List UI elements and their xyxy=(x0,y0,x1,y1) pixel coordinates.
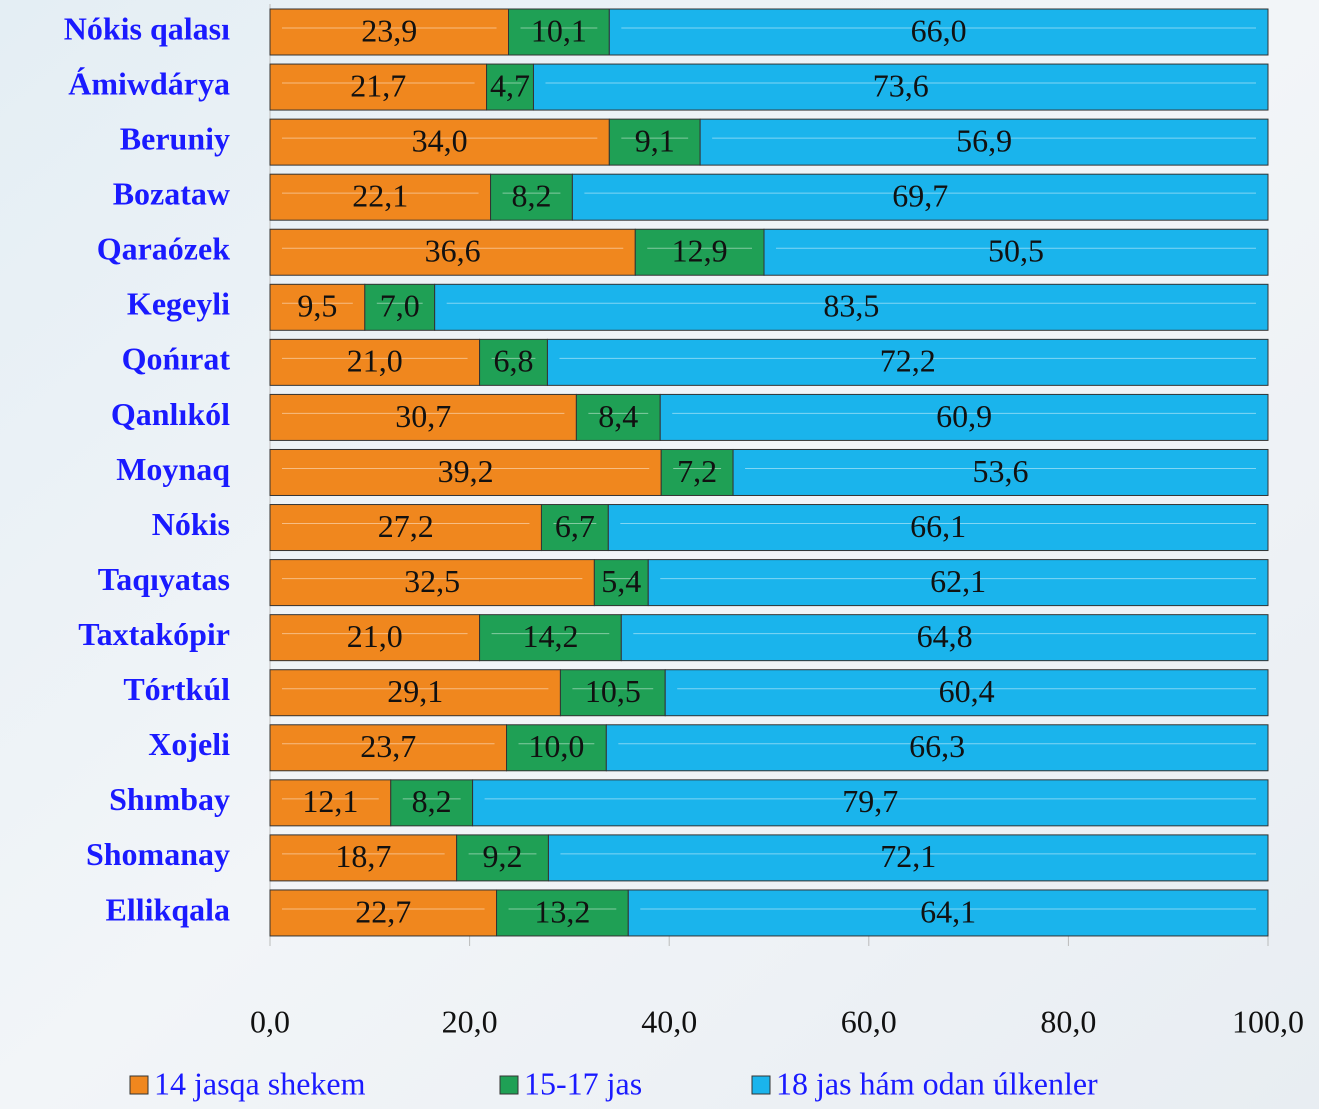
value-label: 9,2 xyxy=(483,838,523,874)
category-label: Xojeli xyxy=(148,726,230,762)
value-label: 21,7 xyxy=(350,67,406,103)
legend-label: 15-17 jas xyxy=(524,1065,642,1101)
category-label: Kegeyli xyxy=(127,286,230,322)
value-label: 21,0 xyxy=(347,343,403,379)
legend-swatch xyxy=(752,1076,770,1094)
value-label: 10,5 xyxy=(585,673,641,709)
value-label: 60,4 xyxy=(939,673,995,709)
value-label: 10,1 xyxy=(531,12,587,48)
value-label: 29,1 xyxy=(387,673,443,709)
value-label: 66,3 xyxy=(909,728,965,764)
x-tick-label: 20,0 xyxy=(442,1003,498,1039)
value-label: 7,0 xyxy=(380,288,420,324)
category-label: Taxtakópir xyxy=(78,616,230,652)
category-label: Qaraózek xyxy=(97,231,231,267)
value-label: 73,6 xyxy=(873,67,929,103)
category-label: Beruniy xyxy=(120,120,230,156)
category-label: Ámiwdárya xyxy=(68,65,230,101)
value-label: 32,5 xyxy=(404,563,460,599)
value-label: 22,7 xyxy=(355,893,411,929)
value-label: 36,6 xyxy=(425,233,481,269)
category-label: Nókis xyxy=(152,506,230,542)
value-label: 6,8 xyxy=(494,343,534,379)
value-label: 21,0 xyxy=(347,618,403,654)
background xyxy=(0,0,1319,1109)
legend-label: 18 jas hám odan úlkenler xyxy=(776,1065,1098,1101)
value-label: 64,8 xyxy=(917,618,973,654)
value-label: 56,9 xyxy=(956,122,1012,158)
value-label: 79,7 xyxy=(842,783,898,819)
category-label: Ellikqala xyxy=(106,891,231,927)
value-label: 53,6 xyxy=(973,453,1029,489)
value-label: 64,1 xyxy=(920,893,976,929)
category-label: Shomanay xyxy=(86,836,230,872)
value-label: 8,2 xyxy=(511,178,551,214)
value-label: 12,1 xyxy=(302,783,358,819)
value-label: 39,2 xyxy=(438,453,494,489)
value-label: 83,5 xyxy=(823,288,879,324)
category-label: Tórtkúl xyxy=(123,671,230,707)
value-label: 72,2 xyxy=(880,343,936,379)
legend-swatch xyxy=(500,1076,518,1094)
chart: 0,0 20,0 40,0 60,0 80,0 100,0 Nókis qalası 23,9… xyxy=(0,0,1319,1109)
category-label: Taqıyatas xyxy=(98,561,230,597)
category-label: Moynaq xyxy=(116,451,230,487)
value-label: 34,0 xyxy=(412,122,468,158)
x-tick-label: 80,0 xyxy=(1040,1003,1096,1039)
value-label: 50,5 xyxy=(988,233,1044,269)
category-label: Bozataw xyxy=(113,176,230,212)
x-tick-label: 60,0 xyxy=(841,1003,897,1039)
value-label: 14,2 xyxy=(522,618,578,654)
value-label: 5,4 xyxy=(601,563,641,599)
value-label: 6,7 xyxy=(555,508,595,544)
value-label: 7,2 xyxy=(677,453,717,489)
category-label: Qońırat xyxy=(122,341,231,377)
category-label: Shımbay xyxy=(109,781,230,817)
value-label: 8,4 xyxy=(598,398,638,434)
x-tick-label: 0,0 xyxy=(250,1003,290,1039)
value-label: 66,1 xyxy=(910,508,966,544)
value-label: 72,1 xyxy=(880,838,936,874)
value-label: 12,9 xyxy=(672,233,728,269)
value-label: 30,7 xyxy=(395,398,451,434)
value-label: 22,1 xyxy=(352,178,408,214)
value-label: 13,2 xyxy=(534,893,590,929)
value-label: 69,7 xyxy=(892,178,948,214)
value-label: 66,0 xyxy=(911,12,967,48)
value-label: 23,7 xyxy=(360,728,416,764)
x-tick-label: 40,0 xyxy=(641,1003,697,1039)
value-label: 10,0 xyxy=(528,728,584,764)
category-label: Nókis qalası xyxy=(64,10,230,46)
x-tick-label: 100,0 xyxy=(1232,1003,1304,1039)
value-label: 62,1 xyxy=(930,563,986,599)
value-label: 4,7 xyxy=(490,67,530,103)
value-label: 8,2 xyxy=(412,783,452,819)
value-label: 9,5 xyxy=(297,288,337,324)
value-label: 18,7 xyxy=(335,838,391,874)
value-label: 60,9 xyxy=(936,398,992,434)
value-label: 9,1 xyxy=(635,122,675,158)
legend-swatch xyxy=(130,1076,148,1094)
value-label: 27,2 xyxy=(378,508,434,544)
category-label: Qanlıkól xyxy=(111,396,230,432)
value-label: 23,9 xyxy=(361,12,417,48)
legend-label: 14 jasqa shekem xyxy=(154,1065,366,1101)
